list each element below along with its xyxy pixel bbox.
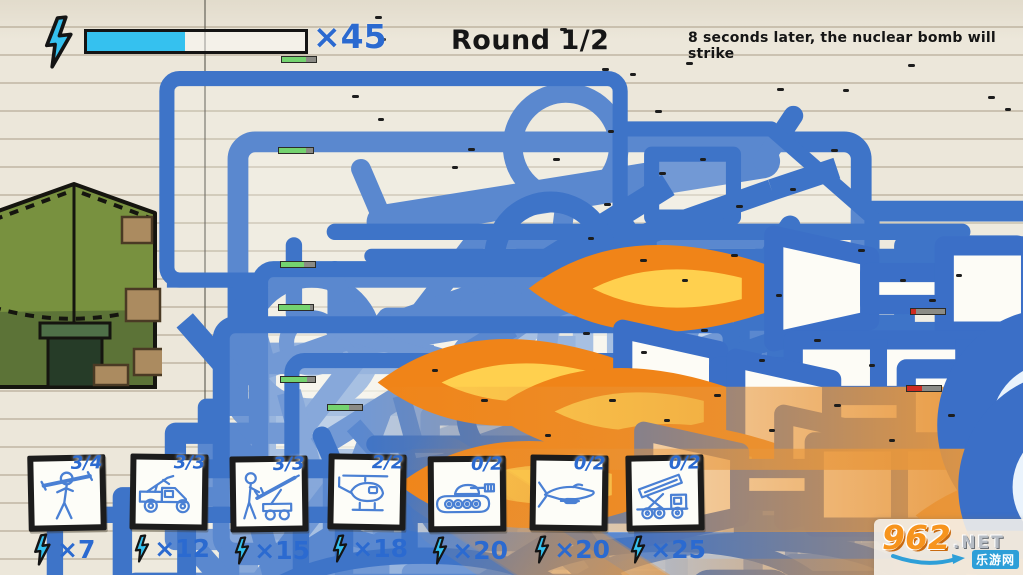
lightning-icon (332, 534, 348, 563)
lightning-icon (534, 535, 550, 564)
base-tent-icon (0, 182, 162, 389)
lightning-icon (34, 533, 51, 566)
unit-count: 2/2 (371, 452, 404, 474)
unit-card-bazooka-soldier[interactable]: 3/4 (27, 452, 107, 532)
round-title: Round 1/2 (451, 25, 610, 56)
enemy-health-bar (910, 308, 946, 315)
unit-card-missile-cart[interactable]: 3/3 (229, 453, 309, 533)
unit-count: 3/3 (173, 452, 206, 474)
unit-cost: ×12 (154, 534, 210, 563)
unit-card-rocket-truck[interactable]: 0/2 (625, 452, 705, 532)
unit-cost: ×7 (57, 535, 96, 564)
nuke-warning-text: 8 seconds later, the nuclear bomb will s… (688, 30, 996, 62)
health-bar (281, 56, 317, 63)
unit-cost: ×25 (650, 535, 706, 564)
deploy-boundary-line (204, 0, 206, 458)
health-bar (278, 147, 314, 154)
unit-count: 0/2 (573, 453, 606, 475)
unit-card-fighter-jet[interactable]: 0/2 (529, 453, 609, 532)
lightning-icon (44, 15, 73, 69)
debris-group (352, 16, 1011, 442)
unit-card-helicopter[interactable]: 2/2 (327, 452, 407, 531)
unit-count: 0/2 (471, 453, 503, 475)
unit-count: 3/3 (272, 453, 305, 475)
watermark-brand: 962 (882, 518, 951, 557)
energy-bar (84, 29, 308, 54)
health-bar (278, 304, 314, 311)
watermark: 962 .NET 乐游网 (874, 519, 1023, 575)
energy-bar-fill (87, 32, 186, 51)
lightning-icon (134, 534, 150, 563)
unit-count: 3/4 (70, 452, 103, 474)
unit-cost: ×15 (254, 536, 310, 565)
energy-count: ×45 (313, 17, 387, 56)
health-bar (280, 376, 316, 383)
swoosh-arrow-icon (890, 553, 965, 565)
unit-count: 0/2 (668, 452, 701, 474)
unit-card-tank[interactable]: 0/2 (427, 453, 507, 533)
lightning-icon (432, 536, 448, 565)
unit-cost: ×20 (554, 535, 610, 564)
lightning-icon (630, 535, 646, 564)
enemy-health-bar (906, 385, 942, 392)
unit-card-gun-truck[interactable]: 3/3 (129, 452, 209, 531)
unit-cost: ×18 (352, 534, 408, 563)
health-bar (280, 261, 316, 268)
health-bar (327, 404, 363, 411)
watermark-site-name: 乐游网 (971, 550, 1019, 569)
lightning-icon (234, 536, 250, 565)
unit-cost: ×20 (452, 536, 508, 565)
